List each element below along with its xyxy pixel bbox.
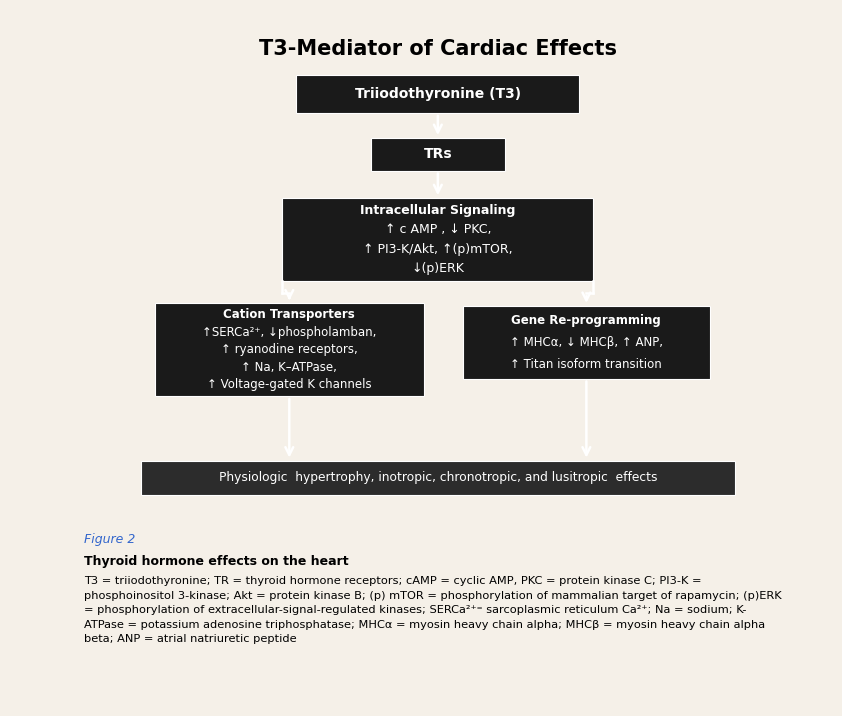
Text: Gene Re-programming: Gene Re-programming <box>511 314 661 326</box>
Text: ↑ c AMP , ↓ PKC,: ↑ c AMP , ↓ PKC, <box>385 223 491 236</box>
FancyBboxPatch shape <box>282 198 594 281</box>
Text: Figure 2: Figure 2 <box>84 533 136 546</box>
Text: T3 = triiodothyronine; TR = thyroid hormone receptors; cAMP = cyclic AMP, PKC = : T3 = triiodothyronine; TR = thyroid horm… <box>84 576 782 644</box>
Text: ↑ ryanodine receptors,: ↑ ryanodine receptors, <box>221 343 358 357</box>
Text: ↑ Voltage-gated K channels: ↑ Voltage-gated K channels <box>207 378 371 391</box>
Text: Intracellular Signaling: Intracellular Signaling <box>360 204 515 217</box>
FancyBboxPatch shape <box>296 75 579 113</box>
Text: Triiodothyronine (T3): Triiodothyronine (T3) <box>354 87 521 101</box>
Text: ↑ MHCα, ↓ MHCβ, ↑ ANP,: ↑ MHCα, ↓ MHCβ, ↑ ANP, <box>510 336 663 349</box>
Text: Cation Transporters: Cation Transporters <box>223 309 355 321</box>
Text: ↑ Titan isoform transition: ↑ Titan isoform transition <box>510 358 663 371</box>
FancyBboxPatch shape <box>370 138 505 170</box>
Text: Physiologic  hypertrophy, inotropic, chronotropic, and lusitropic  effects: Physiologic hypertrophy, inotropic, chro… <box>219 471 657 484</box>
Text: ↑ Na, K–ATPase,: ↑ Na, K–ATPase, <box>242 361 338 374</box>
Text: T3-Mediator of Cardiac Effects: T3-Mediator of Cardiac Effects <box>258 39 617 59</box>
Text: ↑SERCa²⁺, ↓phospholamban,: ↑SERCa²⁺, ↓phospholamban, <box>202 326 376 339</box>
Text: Thyroid hormone effects on the heart: Thyroid hormone effects on the heart <box>84 555 349 568</box>
FancyBboxPatch shape <box>462 306 710 379</box>
FancyBboxPatch shape <box>141 460 735 495</box>
Text: ↑ PI3-K/Akt, ↑(p)mTOR,: ↑ PI3-K/Akt, ↑(p)mTOR, <box>363 243 513 256</box>
Text: ↓(p)ERK: ↓(p)ERK <box>412 262 464 275</box>
Text: TRs: TRs <box>424 147 452 161</box>
FancyBboxPatch shape <box>155 304 424 396</box>
